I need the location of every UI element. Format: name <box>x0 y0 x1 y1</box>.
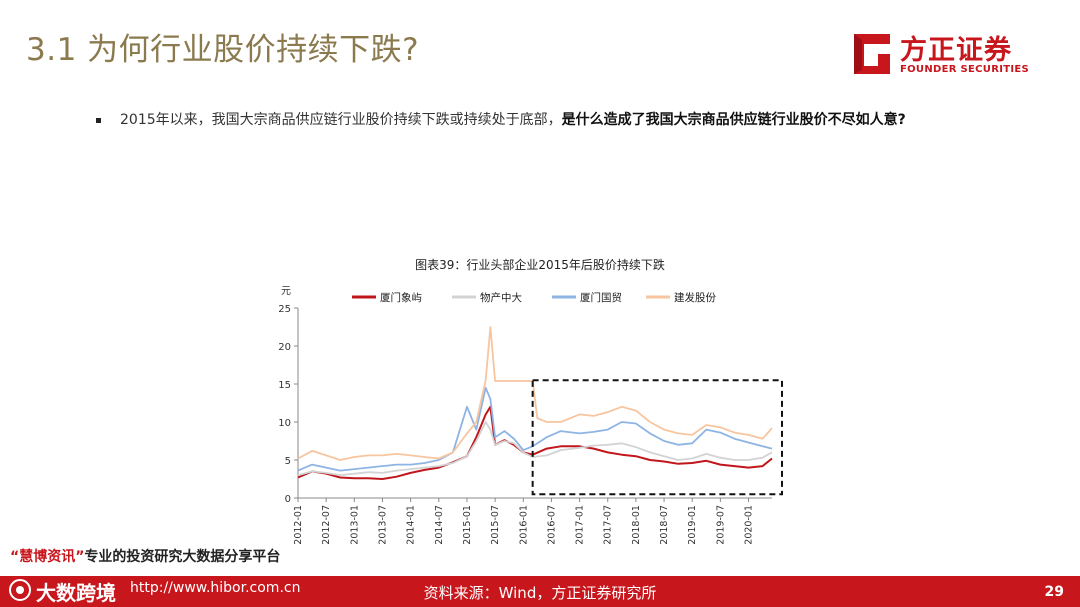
brand-logo: 方正证券 FOUNDER SECURITIES <box>848 28 1048 80</box>
y-tick-label: 5 <box>285 456 291 467</box>
watermark-site-name: 大数跨境 <box>36 581 116 605</box>
legend-label-1: 厦门象屿 <box>380 291 422 304</box>
watermark-url: http://www.hibor.com.cn <box>130 580 301 596</box>
footer-source: 资料来源：Wind，方正证券研究所 <box>423 584 657 602</box>
x-tick-label: 2018-01 <box>631 505 642 545</box>
series-line-2 <box>297 421 773 477</box>
founder-logo-icon <box>854 34 890 74</box>
x-tick-label: 2016-01 <box>518 505 529 545</box>
watermark-slogan-rest: 专业的投资研究大数据分享平台 <box>84 549 281 565</box>
y-tick-label: 0 <box>285 494 291 505</box>
legend-label-3: 厦门国贸 <box>580 291 622 304</box>
y-axis-unit: 元 <box>281 286 291 297</box>
x-tick-label: 2014-01 <box>406 505 417 545</box>
x-tick-label: 2018-07 <box>659 505 670 545</box>
x-tick-label: 2012-01 <box>293 505 304 545</box>
x-tick-label: 2019-01 <box>687 505 698 545</box>
y-tick-label: 15 <box>278 380 291 391</box>
y-tick-label: 25 <box>278 304 291 315</box>
y-tick-label: 20 <box>278 342 291 353</box>
footer-bar <box>0 576 1080 607</box>
watermark-quote-open: “ <box>10 549 20 565</box>
highlight-box <box>531 379 783 496</box>
x-tick-label: 2017-07 <box>603 505 614 545</box>
watermark-slogan: “慧博资讯”专业的投资研究大数据分享平台 <box>10 546 280 566</box>
watermark-logo-icon <box>9 579 31 601</box>
x-tick-label: 2016-07 <box>546 505 557 545</box>
x-tick-label: 2015-01 <box>462 505 473 545</box>
bullet-point: 2015年以来，我国大宗商品供应链行业股价持续下跌或持续处于底部，是什么造成了我… <box>96 108 956 132</box>
x-tick-label: 2014-07 <box>434 505 445 545</box>
brand-name: 方正证券 <box>900 35 1012 66</box>
bullet-text-normal: 2015年以来，我国大宗商品供应链行业股价持续下跌或持续处于底部， <box>120 112 562 128</box>
brand-name-en: FOUNDER SECURITIES <box>900 64 1030 75</box>
legend-label-2: 物产中大 <box>480 291 522 304</box>
bullet-icon <box>96 118 101 123</box>
x-tick-label: 2013-07 <box>377 505 388 545</box>
watermark-brand: 慧博资讯 <box>19 549 76 565</box>
page-number: 29 <box>1044 584 1064 600</box>
series-line-4 <box>297 326 773 461</box>
chart-title: 图表39：行业头部企业2015年后股价持续下跌 <box>415 258 665 272</box>
slide-title: 3.1 为何行业股价持续下跌? <box>26 32 420 68</box>
x-tick-label: 2012-07 <box>321 505 332 545</box>
x-tick-label: 2017-01 <box>575 505 586 545</box>
stock-price-chart: 0 5 10 15 20 25 元 2012-01 2012-07 2013-01 2013-07 2… <box>278 286 783 545</box>
x-tick-label: 2013-01 <box>349 505 360 545</box>
watermark-quote-close: ” <box>75 549 85 565</box>
y-tick-label: 10 <box>278 418 291 429</box>
bullet-text: 2015年以来，我国大宗商品供应链行业股价持续下跌或持续处于底部，是什么造成了我… <box>120 108 956 132</box>
x-tick-label: 2019-07 <box>715 505 726 545</box>
legend-label-4: 建发股份 <box>674 291 716 304</box>
series-line-3 <box>297 386 773 472</box>
x-tick-label: 2015-07 <box>490 505 501 545</box>
x-tick-label: 2020-01 <box>744 505 755 545</box>
bullet-text-bold: 是什么造成了我国大宗商品供应链行业股价不尽如人意? <box>561 112 906 128</box>
